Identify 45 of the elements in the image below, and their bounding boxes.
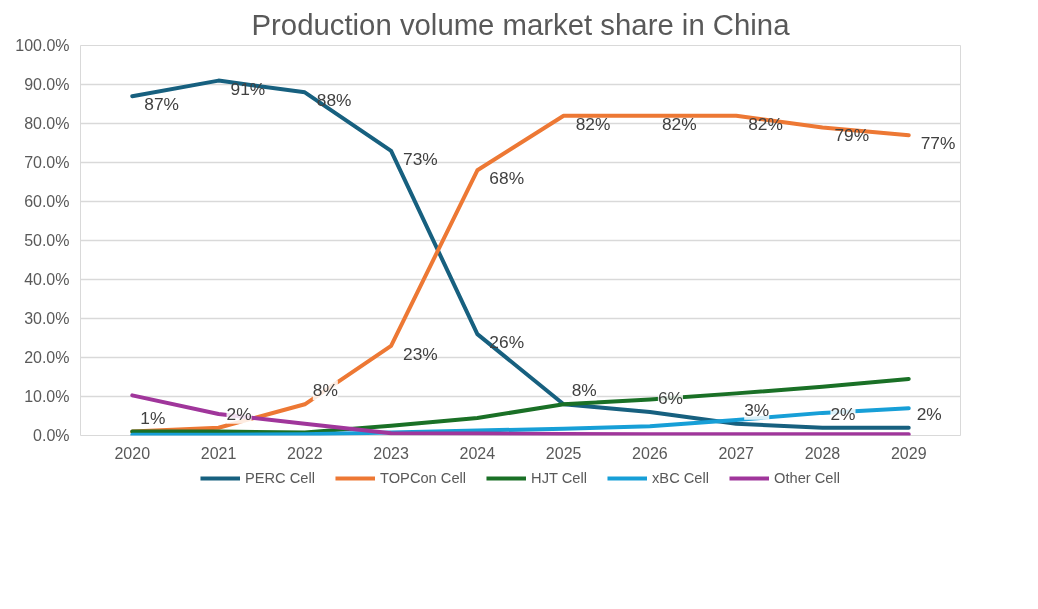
x-tick-label: 2027	[718, 444, 755, 462]
y-tick-label: 60.0%	[24, 193, 70, 210]
legend-label: Other Cell	[774, 470, 841, 486]
data-label: 2%	[226, 403, 252, 424]
x-tick-label: 2022	[287, 444, 323, 462]
data-label: 8%	[312, 380, 338, 401]
data-label: 3%	[744, 399, 770, 420]
line-series	[130, 376, 911, 435]
data-label: 68%	[489, 168, 525, 189]
x-tick-label: 2026	[632, 444, 668, 462]
legend-label: TOPCon Cell	[380, 470, 467, 486]
x-tick-label: 2025	[545, 444, 582, 462]
data-label: 82%	[575, 113, 611, 134]
y-tick-label: 10.0%	[24, 388, 70, 405]
legend-label: PERC Cell	[244, 470, 316, 486]
x-tick-label: 2020	[114, 444, 151, 462]
legend-label: HJT Cell	[531, 470, 588, 486]
y-tick-label: 80.0%	[24, 115, 70, 132]
y-tick-label: 70.0%	[24, 154, 70, 171]
data-label: 8%	[571, 380, 597, 401]
data-label: 2%	[830, 403, 856, 424]
data-label: 82%	[661, 113, 697, 134]
y-tick-label: 40.0%	[24, 271, 70, 288]
y-tick-label: 50.0%	[24, 232, 70, 249]
x-tick-label: 2024	[459, 444, 496, 462]
x-tick-label: 2021	[200, 444, 237, 462]
legend-label: xBC Cell	[652, 470, 710, 486]
data-label: 26%	[489, 332, 525, 353]
data-label: 2%	[916, 403, 942, 424]
data-label: 6%	[657, 388, 683, 409]
y-tick-label: 0.0%	[33, 427, 70, 444]
data-label: 1%	[140, 407, 166, 428]
x-tick-label: 2028	[804, 444, 841, 462]
data-label: 77%	[920, 133, 956, 154]
y-tick-label: 100.0%	[15, 37, 70, 54]
y-tick-label: 20.0%	[24, 349, 70, 366]
data-label: 87%	[144, 94, 179, 115]
y-tick-label: 30.0%	[24, 310, 70, 327]
y-tick-label: 90.0%	[24, 76, 70, 93]
chart-title: Production volume market share in China	[251, 7, 791, 41]
data-label: 73%	[403, 148, 438, 169]
data-label: 88%	[316, 90, 352, 111]
x-tick-label: 2023	[373, 444, 409, 462]
data-label: 23%	[403, 343, 438, 364]
x-tick-label: 2029	[890, 444, 927, 462]
